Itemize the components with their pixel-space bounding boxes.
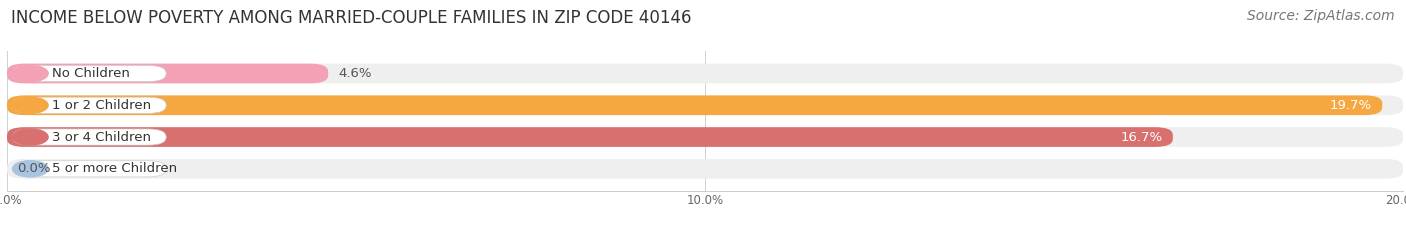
Text: 5 or more Children: 5 or more Children bbox=[52, 162, 177, 175]
FancyBboxPatch shape bbox=[13, 161, 166, 177]
FancyBboxPatch shape bbox=[7, 64, 328, 83]
Text: No Children: No Children bbox=[52, 67, 129, 80]
Circle shape bbox=[13, 161, 48, 177]
FancyBboxPatch shape bbox=[13, 97, 166, 113]
FancyBboxPatch shape bbox=[13, 65, 166, 82]
Text: Source: ZipAtlas.com: Source: ZipAtlas.com bbox=[1247, 9, 1395, 23]
Circle shape bbox=[13, 97, 48, 113]
Circle shape bbox=[13, 65, 48, 82]
FancyBboxPatch shape bbox=[7, 127, 1173, 147]
FancyBboxPatch shape bbox=[7, 159, 1403, 179]
Text: 0.0%: 0.0% bbox=[17, 162, 51, 175]
Circle shape bbox=[13, 129, 48, 145]
Text: INCOME BELOW POVERTY AMONG MARRIED-COUPLE FAMILIES IN ZIP CODE 40146: INCOME BELOW POVERTY AMONG MARRIED-COUPL… bbox=[11, 9, 692, 27]
Text: 4.6%: 4.6% bbox=[339, 67, 373, 80]
FancyBboxPatch shape bbox=[7, 64, 1403, 83]
Text: 1 or 2 Children: 1 or 2 Children bbox=[52, 99, 150, 112]
FancyBboxPatch shape bbox=[7, 127, 1403, 147]
FancyBboxPatch shape bbox=[7, 96, 1382, 115]
Text: 3 or 4 Children: 3 or 4 Children bbox=[52, 130, 150, 144]
FancyBboxPatch shape bbox=[7, 96, 1403, 115]
Text: 19.7%: 19.7% bbox=[1330, 99, 1372, 112]
Text: 16.7%: 16.7% bbox=[1121, 130, 1163, 144]
FancyBboxPatch shape bbox=[13, 129, 166, 145]
